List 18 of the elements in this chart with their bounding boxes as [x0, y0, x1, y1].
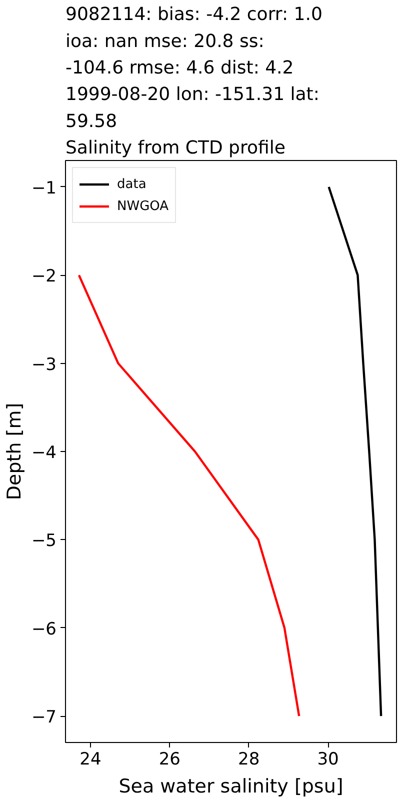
x-tick-label: 26: [158, 750, 180, 770]
legend-label: data: [117, 176, 146, 192]
y-tick-label: −1: [31, 178, 56, 198]
y-tick-label: −6: [31, 619, 56, 640]
line-series: [328, 186, 382, 718]
y-tick-label: −3: [31, 354, 56, 375]
x-tick-label: 30: [317, 750, 339, 770]
y-tick-label: −2: [31, 266, 56, 287]
line-series: [78, 274, 300, 718]
x-tick-label: 28: [238, 750, 260, 770]
chart-title: 9082114: bias: -4.2 corr: 1.0 ioa: nan mse: 20.8 ss: -104.6 rmse: 4.6 dist: 4.2 1999-08-20 lon: -151.31 lat: 59.58 Salinity from CTD profile: [66, 4, 322, 158]
y-tick-label: −7: [31, 708, 56, 728]
y-axis-title: Depth [m]: [3, 402, 26, 500]
x-axis-title: Sea water salinity [psu]: [118, 776, 344, 798]
legend-label: NWGOA: [117, 198, 169, 214]
y-tick-label: −5: [31, 531, 56, 552]
x-tick-label: 24: [80, 750, 102, 770]
y-tick-label: −4: [31, 443, 56, 463]
